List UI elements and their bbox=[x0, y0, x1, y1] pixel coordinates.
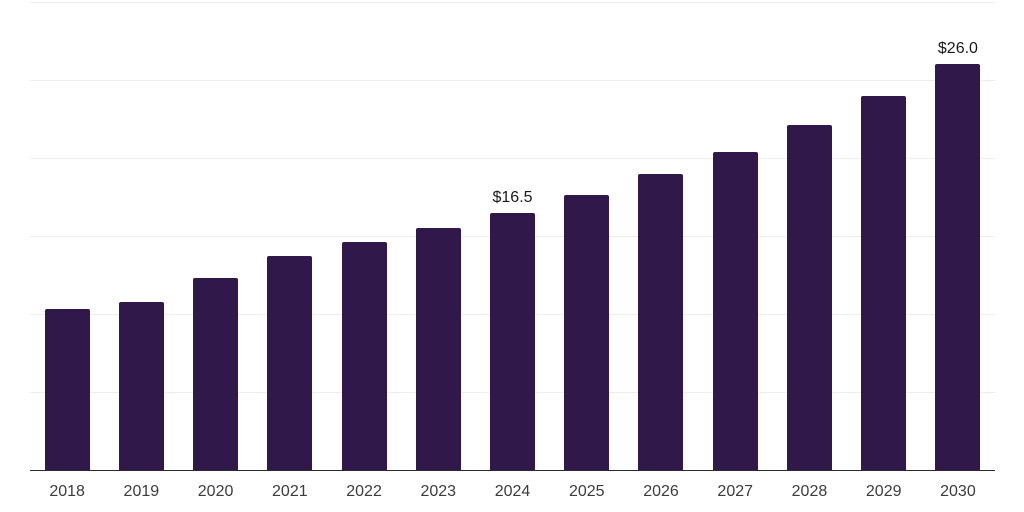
x-tick-label-2018: 2018 bbox=[49, 483, 85, 500]
bar-column-2023 bbox=[401, 2, 475, 470]
bar-2023[interactable] bbox=[415, 228, 461, 470]
bars-row: $16.5 $26.0 bbox=[30, 2, 995, 470]
x-tick-label-2025: 2025 bbox=[568, 483, 605, 500]
bar-column-2018 bbox=[30, 2, 104, 470]
bar-column-2027 bbox=[698, 2, 772, 470]
bar-column-2028 bbox=[772, 2, 846, 470]
bar-2028[interactable] bbox=[786, 125, 832, 470]
bar-column-2020 bbox=[178, 2, 252, 470]
x-tick-label-2023: 2023 bbox=[420, 483, 457, 500]
bar-2025[interactable] bbox=[564, 195, 610, 470]
bar-2021[interactable] bbox=[267, 256, 313, 470]
bar-column-2019 bbox=[104, 2, 178, 470]
bar-value-label-2024: $16.5 bbox=[492, 188, 533, 206]
x-tick-label-2030: 2030 bbox=[940, 483, 976, 500]
gridline-20 bbox=[30, 158, 995, 159]
bar-2018[interactable] bbox=[44, 309, 90, 470]
bar-2027[interactable] bbox=[712, 151, 758, 470]
bar-2024[interactable]: $16.5 bbox=[490, 189, 536, 470]
x-axis-labels: 2018 2019 2020 2021 2022 2023 2024 2025 2026 2027… bbox=[30, 482, 995, 502]
bar-column-2025 bbox=[550, 2, 624, 470]
x-tick-label-2020: 2020 bbox=[197, 483, 234, 500]
x-tick-label-2022: 2022 bbox=[346, 483, 382, 500]
bar-2029[interactable] bbox=[861, 95, 907, 470]
bar-column-2022 bbox=[327, 2, 401, 470]
x-tick-label-2026: 2026 bbox=[643, 483, 679, 500]
bar-value-label-2030: $26.0 bbox=[937, 40, 978, 58]
bar-2022[interactable] bbox=[341, 242, 387, 470]
bar-column-2024: $16.5 bbox=[475, 2, 549, 470]
bar-2019[interactable] bbox=[118, 301, 164, 470]
bar-2030[interactable]: $26.0 bbox=[935, 40, 981, 470]
plot-area: $16.5 $26.0 bbox=[30, 2, 995, 471]
x-tick-label-2029: 2029 bbox=[865, 483, 902, 500]
x-tick-label-2019: 2019 bbox=[123, 483, 160, 500]
bar-2026[interactable] bbox=[638, 173, 684, 470]
x-tick-label-2021: 2021 bbox=[272, 483, 308, 500]
bar-column-2026 bbox=[624, 2, 698, 470]
bar-2020[interactable] bbox=[193, 278, 239, 470]
gridline-25 bbox=[30, 80, 995, 81]
bar-column-2029 bbox=[847, 2, 921, 470]
bar-column-2030: $26.0 bbox=[921, 2, 995, 470]
bar-column-2021 bbox=[253, 2, 327, 470]
x-tick-label-2027: 2027 bbox=[717, 483, 754, 500]
x-tick-label-2028: 2028 bbox=[791, 483, 828, 500]
gridline-30 bbox=[30, 2, 995, 3]
x-tick-label-2024: 2024 bbox=[494, 483, 531, 500]
